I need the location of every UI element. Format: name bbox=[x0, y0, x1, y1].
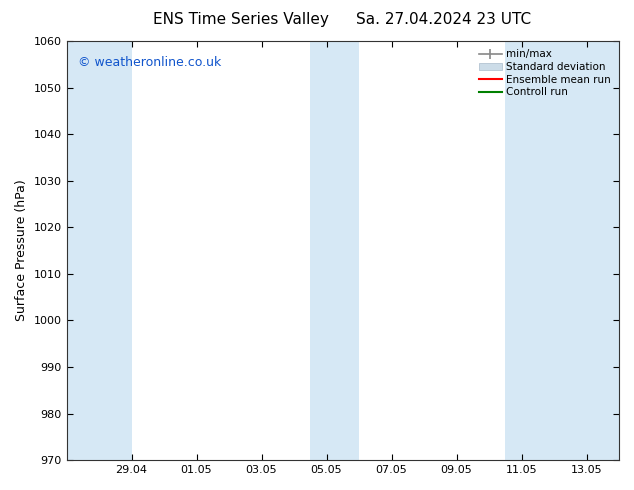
Bar bbox=[67, 41, 131, 460]
Text: Sa. 27.04.2024 23 UTC: Sa. 27.04.2024 23 UTC bbox=[356, 12, 531, 27]
Bar bbox=[310, 41, 359, 460]
Text: © weatheronline.co.uk: © weatheronline.co.uk bbox=[77, 56, 221, 69]
Bar bbox=[505, 41, 619, 460]
Text: ENS Time Series Valley: ENS Time Series Valley bbox=[153, 12, 329, 27]
Legend: min/max, Standard deviation, Ensemble mean run, Controll run: min/max, Standard deviation, Ensemble me… bbox=[476, 46, 614, 100]
Y-axis label: Surface Pressure (hPa): Surface Pressure (hPa) bbox=[15, 180, 28, 321]
